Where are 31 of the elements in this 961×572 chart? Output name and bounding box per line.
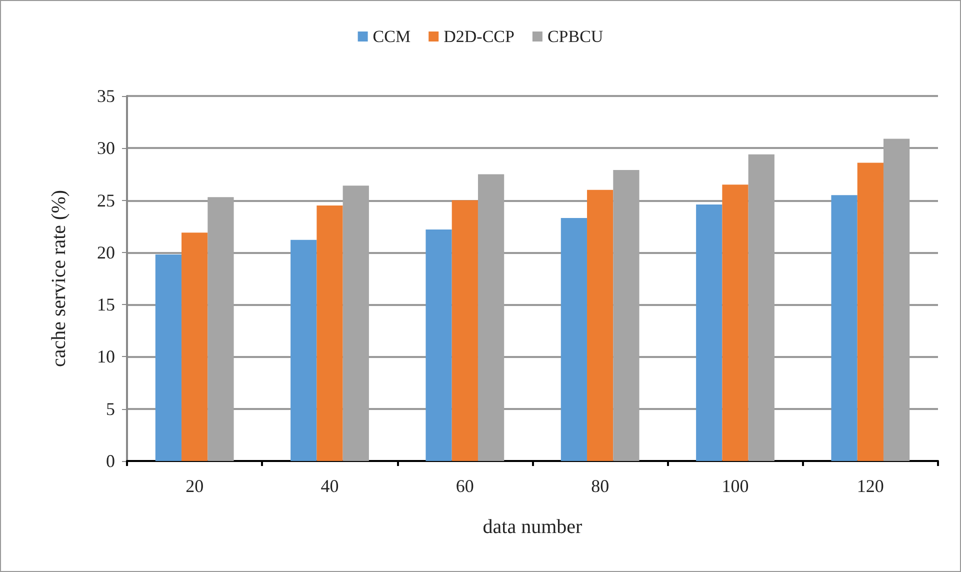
legend-label: D2D-CCP: [444, 27, 514, 46]
y-tick-label: 20: [97, 242, 115, 262]
y-axis-title: cache service rate (%): [48, 190, 70, 368]
y-tick-label: 0: [106, 451, 115, 471]
bar: [857, 162, 884, 461]
bar: [722, 184, 748, 461]
y-tick-label: 10: [97, 346, 115, 367]
x-tick-label: 120: [856, 476, 884, 496]
bar: [182, 232, 208, 461]
y-tick-label: 35: [97, 86, 115, 106]
x-tick-label: 60: [456, 476, 474, 496]
bar: [587, 190, 614, 461]
y-tick-label: 5: [106, 398, 115, 419]
bar: [696, 204, 722, 461]
bar: [155, 254, 182, 461]
x-tick-label: 80: [591, 476, 610, 496]
bar: [560, 218, 588, 461]
y-tick-label: 15: [97, 294, 115, 315]
bar: [452, 200, 478, 461]
legend-label: CCM: [372, 27, 411, 46]
x-tick-label: 40: [320, 476, 339, 496]
bar: [290, 240, 317, 461]
bar: [316, 206, 343, 461]
legend-label: CPBCU: [547, 27, 604, 46]
bar: [426, 229, 452, 461]
y-tick-label: 25: [97, 190, 115, 210]
x-tick-label: 20: [186, 476, 204, 496]
y-tick-label: 30: [97, 138, 115, 158]
x-tick-label: 100: [722, 476, 749, 496]
x-axis-title: data number: [482, 516, 583, 538]
bar: [831, 195, 858, 461]
